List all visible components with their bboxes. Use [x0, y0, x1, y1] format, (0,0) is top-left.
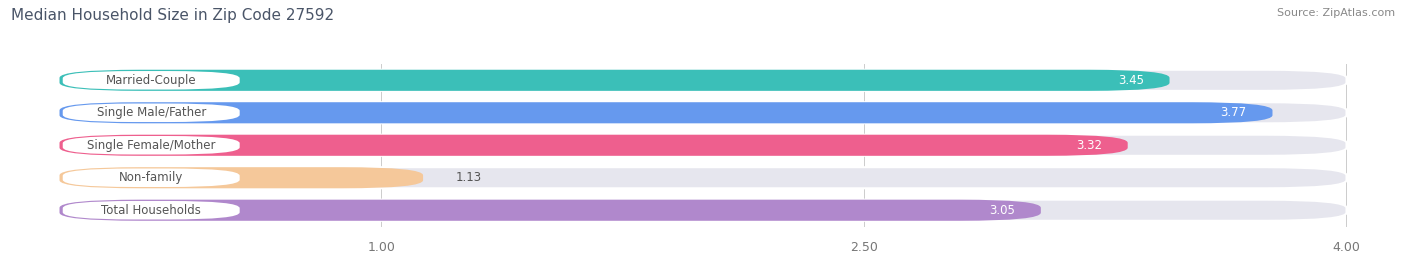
FancyBboxPatch shape	[59, 70, 1347, 91]
Text: 3.05: 3.05	[990, 204, 1015, 217]
FancyBboxPatch shape	[63, 104, 239, 122]
FancyBboxPatch shape	[63, 201, 239, 220]
Text: Single Female/Mother: Single Female/Mother	[87, 139, 215, 152]
FancyBboxPatch shape	[59, 102, 1347, 123]
Text: 1.13: 1.13	[456, 171, 481, 184]
FancyBboxPatch shape	[59, 135, 1128, 156]
FancyBboxPatch shape	[59, 200, 1347, 221]
Text: Single Male/Father: Single Male/Father	[97, 106, 205, 119]
Text: 3.77: 3.77	[1220, 106, 1247, 119]
Text: Median Household Size in Zip Code 27592: Median Household Size in Zip Code 27592	[11, 8, 335, 23]
FancyBboxPatch shape	[59, 167, 1347, 188]
FancyBboxPatch shape	[63, 168, 239, 187]
FancyBboxPatch shape	[59, 135, 1347, 156]
FancyBboxPatch shape	[59, 70, 1170, 91]
Text: Source: ZipAtlas.com: Source: ZipAtlas.com	[1277, 8, 1395, 18]
Text: Total Households: Total Households	[101, 204, 201, 217]
Text: Non-family: Non-family	[120, 171, 183, 184]
FancyBboxPatch shape	[63, 136, 239, 154]
FancyBboxPatch shape	[59, 167, 423, 188]
FancyBboxPatch shape	[59, 200, 1040, 221]
FancyBboxPatch shape	[63, 71, 239, 90]
FancyBboxPatch shape	[59, 102, 1272, 123]
Text: 3.32: 3.32	[1076, 139, 1102, 152]
Text: Married-Couple: Married-Couple	[105, 74, 197, 87]
Text: 3.45: 3.45	[1118, 74, 1144, 87]
